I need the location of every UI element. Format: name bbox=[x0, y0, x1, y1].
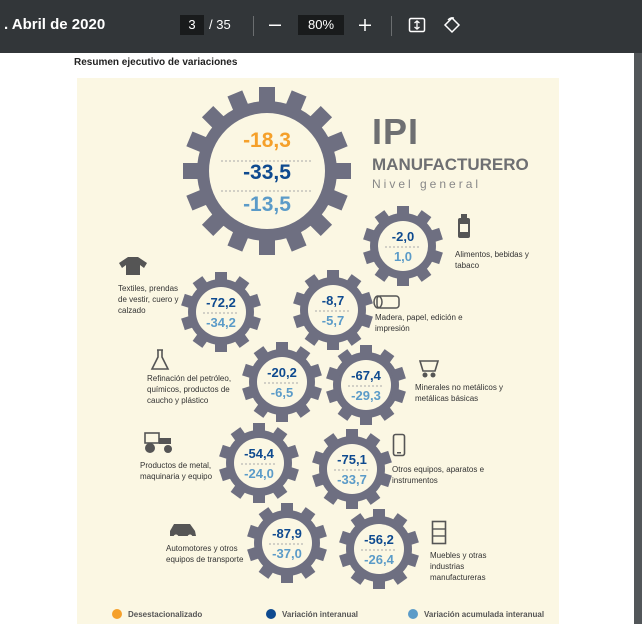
gear-icon bbox=[183, 87, 351, 255]
gear-icon bbox=[363, 206, 443, 286]
flask-icon bbox=[150, 349, 170, 370]
gear-refinacion: -20,2 -6,5 bbox=[241, 341, 323, 423]
label-alimentos: Alimentos, bebidas y tabaco bbox=[455, 250, 529, 270]
rotate-button[interactable] bbox=[440, 13, 464, 37]
legend-dot bbox=[266, 609, 276, 619]
minus-icon bbox=[269, 24, 281, 26]
plus-icon bbox=[359, 19, 371, 31]
label-minerales: Minerales no metálicos y metálicas básic… bbox=[415, 383, 504, 403]
legend-dot bbox=[408, 609, 418, 619]
mining-cart-icon bbox=[418, 360, 440, 378]
metal-acumulada: -24,0 bbox=[244, 466, 274, 481]
gear-otros-equipos: -75,1 -33,7 bbox=[311, 428, 393, 510]
textiles-acumulada: -34,2 bbox=[206, 315, 236, 330]
section-heading: Resumen ejecutivo de variaciones bbox=[74, 57, 238, 68]
gear-textiles: -72,2 -34,2 bbox=[180, 271, 262, 353]
label-muebles: Muebles y otras industrias manufacturera… bbox=[430, 551, 487, 582]
automotores-interanual: -87,9 bbox=[272, 526, 302, 541]
gear-icon bbox=[293, 270, 373, 350]
alimentos-interanual: -2,0 bbox=[391, 229, 415, 244]
fit-page-button[interactable] bbox=[405, 13, 429, 37]
car-icon bbox=[170, 524, 196, 540]
label-automotores: Automotores y otros equipos de transport… bbox=[166, 544, 244, 564]
gear-metal: -54,4 -24,0 bbox=[218, 422, 300, 504]
page-total: / 35 bbox=[209, 17, 231, 32]
label-madera: Madera, papel, edición e impresión bbox=[375, 313, 463, 333]
ipi-title: IPI bbox=[372, 111, 420, 152]
fit-page-icon bbox=[408, 17, 426, 33]
label-refinacion: Refinación del petróleo, químicos, produ… bbox=[147, 374, 232, 405]
refinacion-acumulada: -6,5 bbox=[270, 385, 294, 400]
main-acumulada: -13,5 bbox=[243, 193, 291, 216]
otros-equipos-interanual: -75,1 bbox=[337, 452, 367, 467]
gear-icon bbox=[181, 272, 261, 352]
textiles-interanual: -72,2 bbox=[206, 295, 236, 310]
madera-interanual: -8,7 bbox=[321, 293, 345, 308]
food-drink-icon bbox=[458, 214, 470, 238]
gear-icon bbox=[219, 423, 299, 503]
gear-automotores: -87,9 -37,0 bbox=[246, 502, 328, 584]
legend-interanual: Variación interanual bbox=[266, 609, 358, 619]
muebles-acumulada: -26,4 bbox=[364, 552, 394, 567]
scrollbar[interactable] bbox=[634, 53, 642, 624]
legend-dot bbox=[112, 609, 122, 619]
gear-minerales: -67,4 -29,3 bbox=[325, 344, 407, 426]
label-textiles: Textiles, prendas de vestir, cuero y cal… bbox=[118, 284, 179, 315]
page-number-input[interactable]: 3 bbox=[180, 15, 204, 35]
muebles-interanual: -56,2 bbox=[364, 532, 394, 547]
gear-muebles: -56,2 -26,4 bbox=[338, 508, 420, 590]
clothing-icon bbox=[119, 257, 147, 275]
gear-alimentos: -2,0 1,0 bbox=[362, 205, 444, 287]
minerales-acumulada: -29,3 bbox=[351, 388, 381, 403]
main-interanual: -33,5 bbox=[243, 161, 291, 184]
refinacion-interanual: -20,2 bbox=[267, 365, 297, 380]
metal-interanual: -54,4 bbox=[244, 446, 274, 461]
nivel-general-subtitle: Nivel general bbox=[372, 177, 482, 191]
legend-desestacionalizado: Desestacionalizado bbox=[112, 609, 202, 619]
otros-equipos-acumulada: -33,7 bbox=[337, 472, 367, 487]
gear-madera: -8,7 -5,7 bbox=[292, 269, 374, 351]
tractor-icon bbox=[144, 432, 172, 453]
zoom-level-input[interactable]: 80% bbox=[298, 15, 344, 35]
label-otros-equipos: Otros equipos, aparatos e instrumentos bbox=[392, 465, 485, 485]
gear-icon bbox=[326, 345, 406, 425]
document-title: . Abril de 2020 bbox=[4, 16, 106, 33]
pdf-toolbar: . Abril de 2020 3 / 35 80% bbox=[0, 0, 642, 53]
divider bbox=[391, 16, 392, 36]
manufacturero-title: MANUFACTURERO bbox=[372, 155, 529, 174]
main-gear: -18,3 -33,5 -13,5 bbox=[181, 85, 353, 257]
gear-icon bbox=[312, 429, 392, 509]
alimentos-acumulada: 1,0 bbox=[393, 249, 413, 264]
gear-icon bbox=[339, 509, 419, 589]
automotores-acumulada: -37,0 bbox=[272, 546, 302, 561]
phone-device-icon bbox=[392, 433, 406, 457]
gear-icon bbox=[242, 342, 322, 422]
zoom-in-button[interactable] bbox=[353, 13, 377, 37]
divider bbox=[253, 16, 254, 36]
furniture-icon bbox=[431, 520, 447, 545]
rotate-icon bbox=[443, 16, 461, 34]
madera-acumulada: -5,7 bbox=[321, 313, 345, 328]
wood-log-icon bbox=[373, 295, 400, 309]
legend-acumulada: Variación acumulada interanual bbox=[408, 609, 544, 619]
pdf-page: Resumen ejecutivo de variaciones -18,3 -… bbox=[0, 53, 634, 624]
gear-icon bbox=[247, 503, 327, 583]
zoom-out-button[interactable] bbox=[263, 13, 287, 37]
minerales-interanual: -67,4 bbox=[351, 368, 381, 383]
main-desestacionalizado: -18,3 bbox=[243, 129, 291, 152]
label-metal: Productos de metal, maquinaria y equipo bbox=[140, 461, 213, 481]
